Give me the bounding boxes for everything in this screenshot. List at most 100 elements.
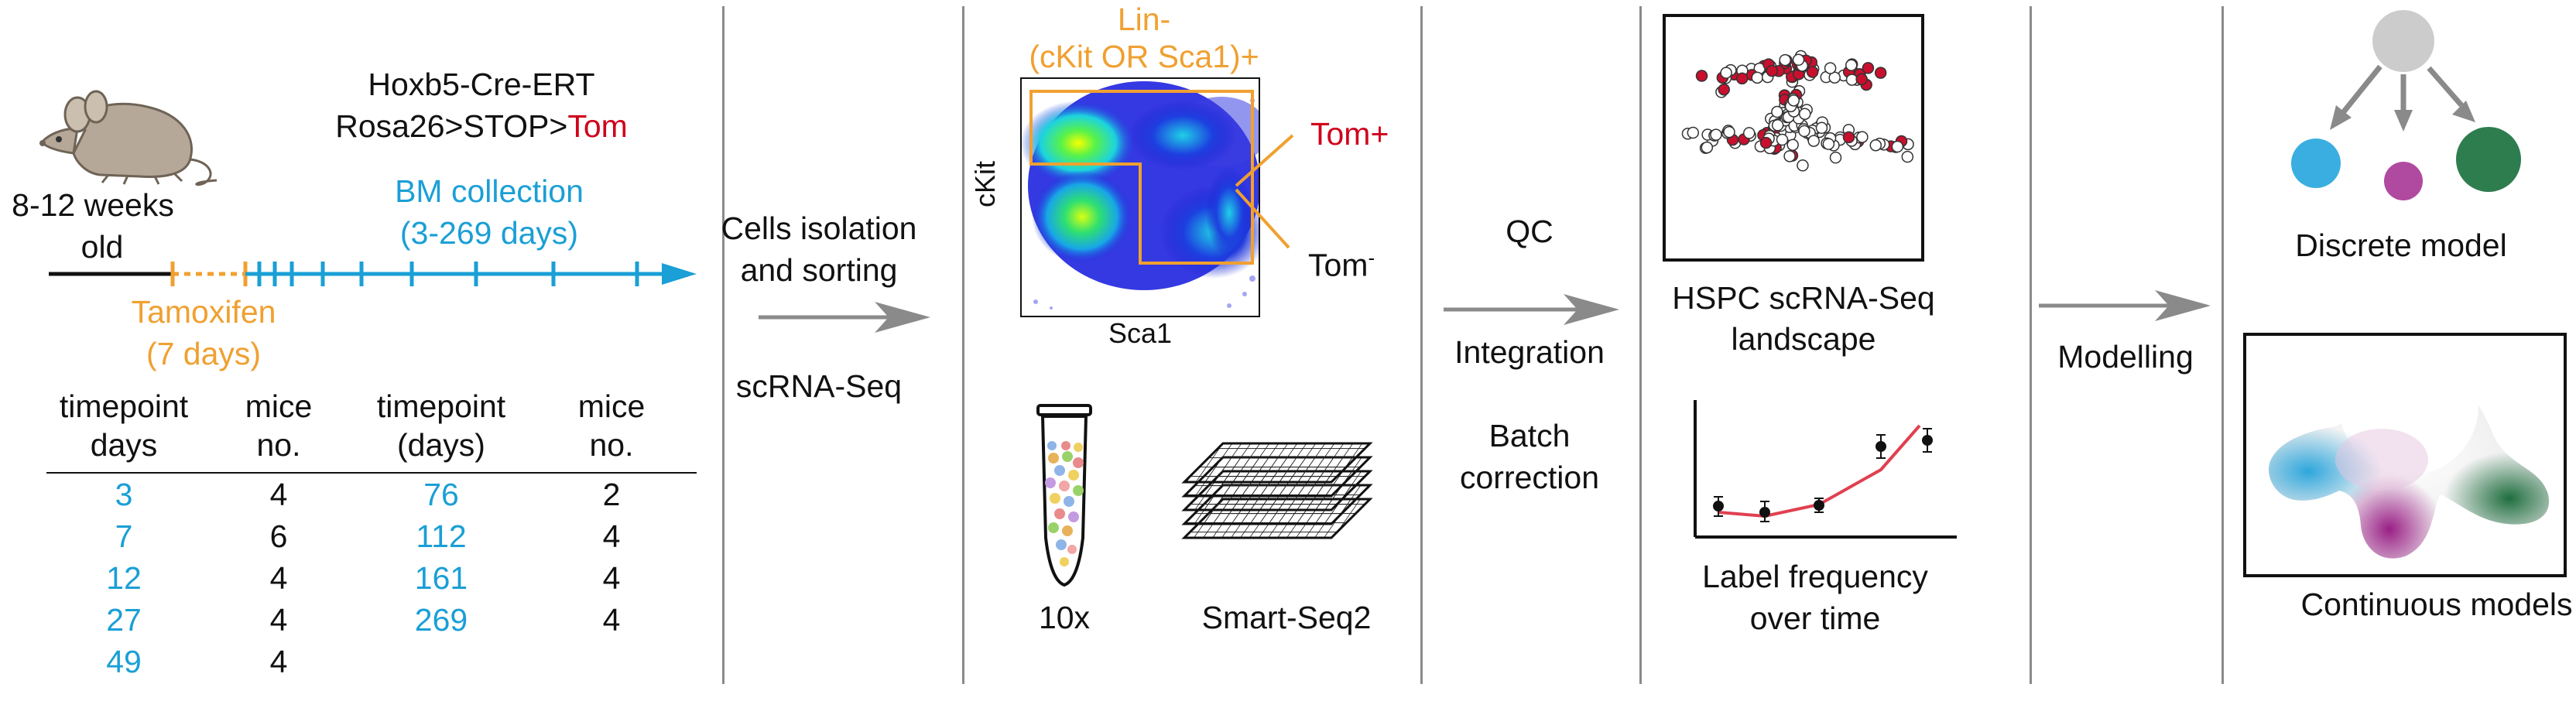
cell-point: [1862, 62, 1875, 74]
gate-line2: (cKit OR Sca1)+: [1029, 39, 1259, 74]
isolation-line2: and sorting: [740, 252, 898, 288]
gate-pointer-lines: [1235, 134, 1294, 249]
cell-point: [1822, 138, 1835, 150]
separator-6: [2221, 6, 2224, 684]
frequency-line1: Label frequency: [1702, 559, 1928, 594]
tom-negative-sup: -: [1368, 246, 1375, 269]
cell-point: [1806, 66, 1819, 78]
gate-line1: Lin-: [1117, 2, 1171, 37]
strain-line2: Rosa26>STOP>Tom: [335, 108, 628, 145]
strain-tom: Tom: [567, 108, 628, 144]
arrow-right-icon: [2039, 290, 2211, 321]
platform-smartseq2: Smart-Seq2: [1201, 600, 1372, 635]
strain-prefix: Rosa26>STOP>: [335, 108, 568, 144]
cell-point: [1786, 139, 1799, 151]
mouse-icon: [39, 90, 218, 186]
modelling-label: Modelling: [2057, 339, 2194, 375]
col-header-mice-1: mice no.: [201, 387, 356, 474]
batch-line1: Batch: [1488, 418, 1571, 453]
qc-label: QC: [1506, 214, 1553, 249]
cell-point: [1798, 125, 1810, 138]
cell-point: [1855, 73, 1868, 86]
landscape-box: [1663, 14, 1924, 262]
cell-point: [1687, 126, 1700, 139]
separator-3: [1420, 6, 1423, 684]
cell-point: [1771, 105, 1783, 118]
col-header-mice-2: mice no.: [526, 387, 697, 474]
cell-point: [1787, 94, 1800, 107]
cell-point: [1766, 64, 1779, 77]
table-row: 3 4 76 2: [115, 477, 621, 512]
separator-2: [962, 6, 964, 684]
tom-negative-label: Tom-: [1308, 246, 1375, 283]
table-row: 7 6 112 4: [115, 518, 621, 554]
table-row: 49 4: [106, 644, 288, 679]
tamoxifen-line2: (7 days): [146, 336, 262, 371]
tube-icon: [1036, 404, 1092, 587]
col-header-timepoint-2: timepoint (days): [356, 387, 526, 474]
cell-point: [1824, 62, 1837, 74]
cell-point: [1779, 53, 1791, 67]
cell-point: [1759, 136, 1773, 149]
batch-line2: correction: [1459, 460, 1600, 495]
cell-point: [1776, 133, 1789, 146]
y-axis-label: cKit: [969, 160, 1001, 207]
cell-point: [1742, 127, 1756, 139]
cell-point: [1695, 70, 1708, 82]
label-frequency-plot: [1694, 400, 1957, 539]
cell-point: [1856, 131, 1869, 143]
separator-1: [722, 6, 724, 684]
cell-point: [1815, 121, 1828, 135]
collection-line1: BM collection: [395, 173, 584, 209]
cell-point: [1891, 140, 1904, 153]
cell-point: [1792, 53, 1805, 67]
table-row: 27 4 269 4: [106, 602, 621, 638]
landscape-line2: landscape: [1731, 321, 1876, 357]
platform-10x: 10x: [1038, 600, 1091, 635]
isolation-line1: Cells isolation: [721, 210, 917, 246]
strain-line1: Hoxb5-Cre-ERT: [368, 67, 595, 102]
cell-point: [1771, 119, 1784, 132]
cell-point: [1842, 131, 1855, 144]
cell-point: [1869, 139, 1882, 152]
cell-point: [1845, 74, 1858, 86]
cell-point: [1845, 59, 1858, 72]
mice-table: timepoint days mice no. timepoint (days) mi…: [46, 387, 697, 682]
cell-point: [1797, 159, 1809, 172]
discrete-model-label: Discrete model: [2295, 228, 2507, 263]
cell-point: [1718, 83, 1730, 96]
continuous-landscape: [2269, 352, 2550, 559]
landscape-scatter: [1681, 50, 1914, 172]
discrete-model-graph: [2291, 10, 2521, 200]
arrow-right-icon: [1444, 294, 1619, 325]
separator-4: [1639, 6, 1642, 684]
age-line1: 8-12 weeks: [12, 187, 174, 223]
cell-point: [1807, 135, 1820, 147]
integration-label: Integration: [1454, 334, 1605, 370]
separator-5: [2030, 6, 2032, 684]
continuous-model-label: Continuous models: [2300, 587, 2573, 622]
collection-line2: (3-269 days): [399, 215, 579, 251]
cell-point: [1701, 141, 1714, 154]
tom-positive-label: Tom+: [1310, 116, 1389, 152]
table-row: 12 4 161 4: [106, 560, 621, 596]
tamoxifen-line1: Tamoxifen: [131, 294, 276, 330]
x-axis-label: Sca1: [1108, 317, 1173, 349]
continuous-model-box: [2243, 333, 2567, 577]
cell-point: [1783, 150, 1796, 162]
cell-point: [1710, 128, 1722, 141]
col-header-timepoint-1: timepoint days: [46, 387, 201, 474]
cell-point: [1829, 151, 1842, 164]
scrnaseq-label: scRNA-Seq: [735, 368, 903, 404]
cell-point: [1901, 150, 1914, 163]
facs-plot: [1020, 77, 1260, 317]
cell-point: [1735, 72, 1749, 85]
arrow-right-icon: [759, 302, 930, 333]
plate-stack-icon: [1181, 442, 1373, 539]
cell-point: [1874, 67, 1887, 79]
cell-point: [1723, 125, 1735, 139]
age-line2: old: [80, 229, 124, 265]
timeline: [49, 262, 697, 286]
frequency-line2: over time: [1749, 600, 1881, 636]
cell-point: [1751, 71, 1763, 84]
